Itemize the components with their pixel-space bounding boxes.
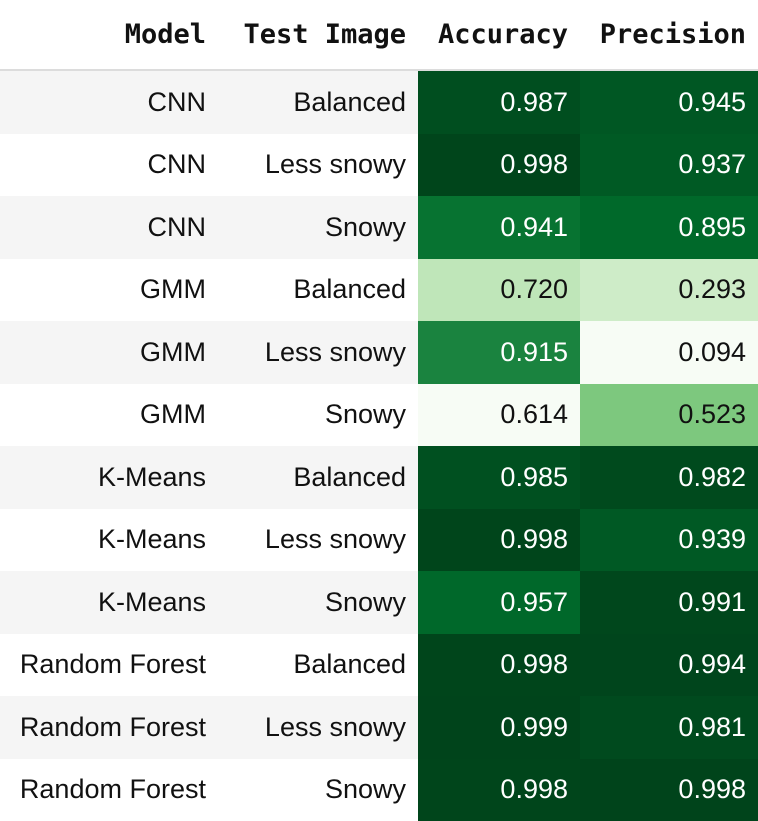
accuracy-cell: 0.915	[418, 321, 580, 384]
header-test-image: Test Image	[218, 0, 418, 70]
test-image-cell: Balanced	[218, 634, 418, 697]
precision-cell: 0.982	[580, 446, 758, 509]
precision-cell: 0.945	[580, 70, 758, 134]
accuracy-cell: 0.985	[418, 446, 580, 509]
precision-cell: 0.937	[580, 134, 758, 197]
model-cell: GMM	[0, 259, 218, 322]
header-precision: Precision	[580, 0, 758, 70]
precision-cell: 0.939	[580, 509, 758, 572]
accuracy-cell: 0.998	[418, 759, 580, 821]
accuracy-cell: 0.999	[418, 696, 580, 759]
accuracy-cell: 0.941	[418, 196, 580, 259]
header-accuracy: Accuracy	[418, 0, 580, 70]
test-image-cell: Balanced	[218, 259, 418, 322]
model-cell: K-Means	[0, 571, 218, 634]
precision-cell: 0.981	[580, 696, 758, 759]
accuracy-cell: 0.998	[418, 509, 580, 572]
precision-cell: 0.994	[580, 634, 758, 697]
header-row: Model Test Image Accuracy Precision	[0, 0, 758, 70]
test-image-cell: Less snowy	[218, 509, 418, 572]
test-image-cell: Less snowy	[218, 134, 418, 197]
test-image-cell: Snowy	[218, 571, 418, 634]
accuracy-cell: 0.998	[418, 634, 580, 697]
accuracy-cell: 0.998	[418, 134, 580, 197]
test-image-cell: Balanced	[218, 446, 418, 509]
model-cell: GMM	[0, 384, 218, 447]
model-cell: K-Means	[0, 446, 218, 509]
precision-cell: 0.094	[580, 321, 758, 384]
precision-cell: 0.991	[580, 571, 758, 634]
accuracy-cell: 0.720	[418, 259, 580, 322]
precision-cell: 0.895	[580, 196, 758, 259]
model-cell: GMM	[0, 321, 218, 384]
precision-cell: 0.523	[580, 384, 758, 447]
accuracy-cell: 0.987	[418, 70, 580, 134]
accuracy-cell: 0.614	[418, 384, 580, 447]
model-cell: K-Means	[0, 509, 218, 572]
test-image-cell: Snowy	[218, 196, 418, 259]
model-cell: Random Forest	[0, 759, 218, 821]
header-model: Model	[0, 0, 218, 70]
test-image-cell: Balanced	[218, 70, 418, 134]
model-cell: CNN	[0, 70, 218, 134]
model-cell: CNN	[0, 134, 218, 197]
test-image-cell: Less snowy	[218, 321, 418, 384]
accuracy-cell: 0.957	[418, 571, 580, 634]
test-image-cell: Less snowy	[218, 696, 418, 759]
test-image-cell: Snowy	[218, 384, 418, 447]
precision-cell: 0.293	[580, 259, 758, 322]
model-cell: CNN	[0, 196, 218, 259]
test-image-cell: Snowy	[218, 759, 418, 821]
model-cell: Random Forest	[0, 634, 218, 697]
precision-cell: 0.998	[580, 759, 758, 821]
model-cell: Random Forest	[0, 696, 218, 759]
